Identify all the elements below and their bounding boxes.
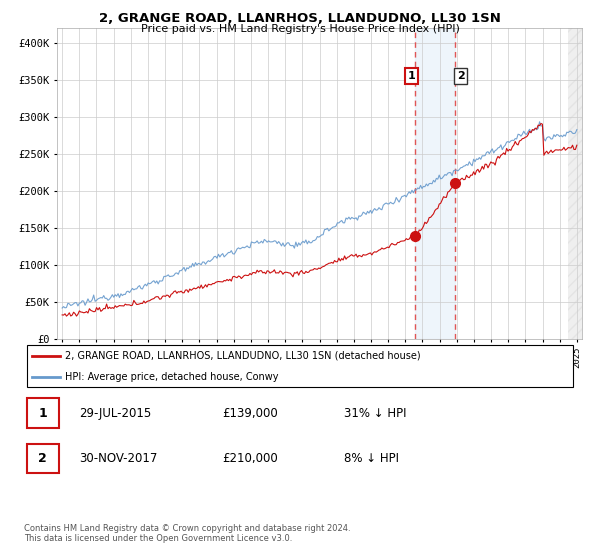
Text: 2: 2 (457, 71, 464, 81)
Text: £210,000: £210,000 (223, 452, 278, 465)
Text: 29-JUL-2015: 29-JUL-2015 (79, 407, 151, 420)
Text: 2, GRANGE ROAD, LLANRHOS, LLANDUDNO, LL30 1SN: 2, GRANGE ROAD, LLANRHOS, LLANDUDNO, LL3… (99, 12, 501, 25)
Text: 2: 2 (38, 452, 47, 465)
Bar (568, 28, 586, 339)
FancyBboxPatch shape (27, 345, 573, 388)
Text: 1: 1 (408, 71, 416, 81)
Text: 2, GRANGE ROAD, LLANRHOS, LLANDUDNO, LL30 1SN (detached house): 2, GRANGE ROAD, LLANRHOS, LLANDUDNO, LL3… (65, 351, 421, 361)
Text: 1: 1 (38, 407, 47, 420)
Text: HPI: Average price, detached house, Conwy: HPI: Average price, detached house, Conw… (65, 372, 279, 382)
Text: 30-NOV-2017: 30-NOV-2017 (79, 452, 158, 465)
Text: 31% ↓ HPI: 31% ↓ HPI (344, 407, 407, 420)
FancyBboxPatch shape (27, 444, 59, 473)
Text: £139,000: £139,000 (223, 407, 278, 420)
FancyBboxPatch shape (27, 399, 59, 428)
Text: Price paid vs. HM Land Registry's House Price Index (HPI): Price paid vs. HM Land Registry's House … (140, 24, 460, 34)
Bar (415, 28, 455, 339)
Text: Contains HM Land Registry data © Crown copyright and database right 2024.
This d: Contains HM Land Registry data © Crown c… (24, 524, 350, 543)
Text: 8% ↓ HPI: 8% ↓ HPI (344, 452, 399, 465)
